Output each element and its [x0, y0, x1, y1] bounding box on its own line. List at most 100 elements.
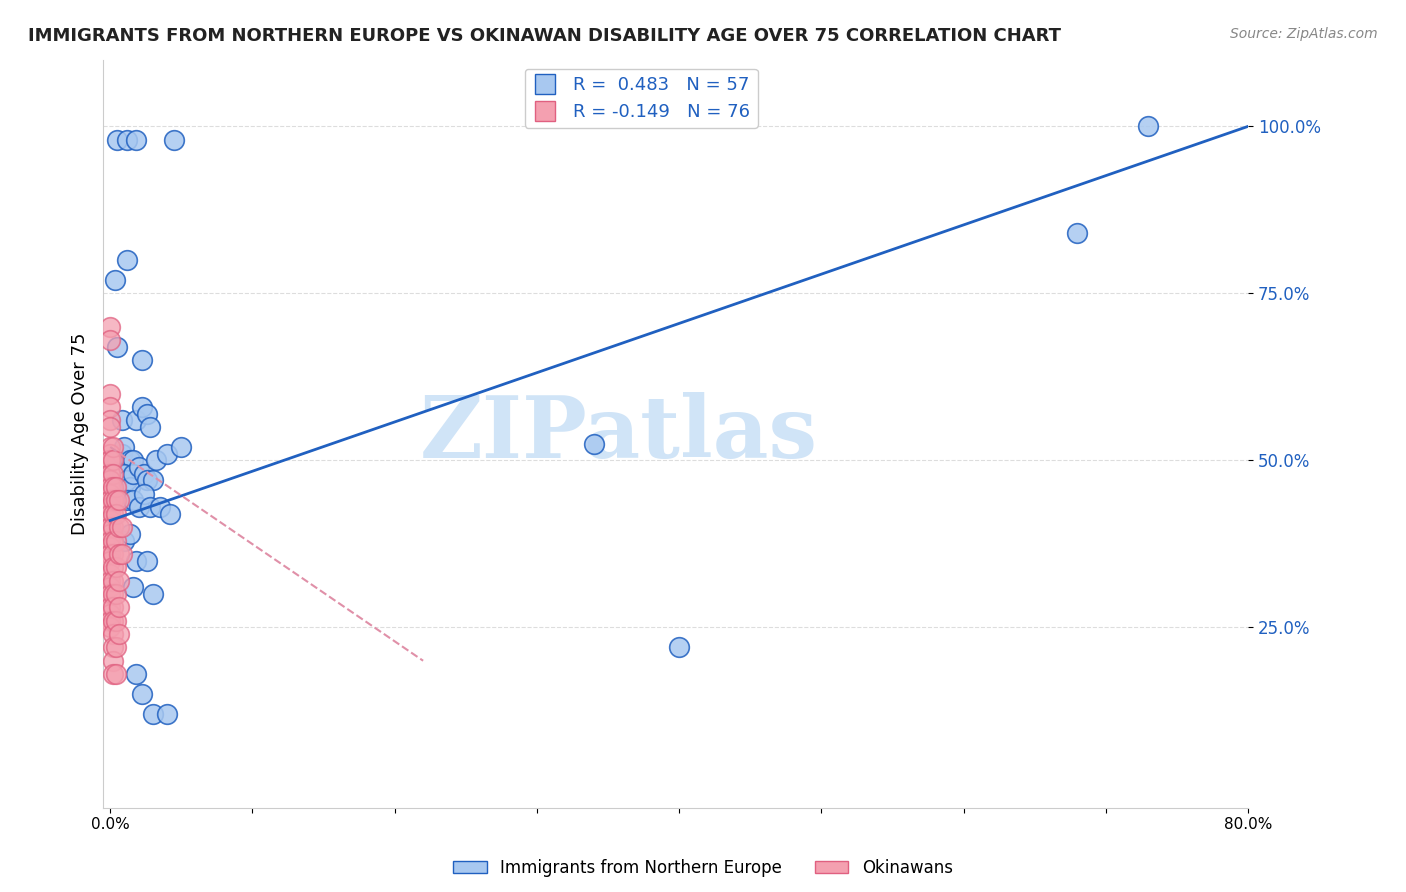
Point [131, 687, 153, 701]
Point [110, 467, 132, 481]
Point [98, 520, 121, 534]
Point [98, 467, 121, 481]
Point [110, 447, 132, 461]
Point [107, 547, 129, 561]
Point [114, 440, 136, 454]
Y-axis label: Disability Age Over 75: Disability Age Over 75 [72, 333, 89, 535]
Point [117, 493, 139, 508]
Point [104, 614, 127, 628]
Point [101, 480, 124, 494]
Point [101, 467, 124, 481]
Point [98, 574, 121, 588]
Point [117, 133, 139, 147]
Legend: Immigrants from Northern Europe, Okinawans: Immigrants from Northern Europe, Okinawa… [447, 853, 959, 884]
Point [98, 453, 121, 467]
Point [114, 533, 136, 548]
Point [101, 640, 124, 655]
Point [122, 453, 145, 467]
Point [170, 440, 193, 454]
Point [107, 574, 129, 588]
Point [98, 553, 121, 567]
Point [98, 540, 121, 554]
Point [142, 474, 165, 488]
Point [101, 533, 124, 548]
Point [98, 507, 121, 521]
Legend: R =  0.483   N = 57, R = -0.149   N = 76: R = 0.483 N = 57, R = -0.149 N = 76 [524, 69, 758, 128]
Point [105, 493, 128, 508]
Point [101, 587, 124, 601]
Point [1137, 120, 1160, 134]
Point [139, 420, 162, 434]
Point [98, 420, 121, 434]
Point [101, 440, 124, 454]
Point [117, 252, 139, 267]
Point [98, 447, 121, 461]
Point [98, 620, 121, 634]
Point [156, 707, 179, 722]
Point [136, 474, 159, 488]
Point [101, 520, 124, 534]
Point [107, 627, 129, 641]
Text: IMMIGRANTS FROM NORTHERN EUROPE VS OKINAWAN DISABILITY AGE OVER 75 CORRELATION C: IMMIGRANTS FROM NORTHERN EUROPE VS OKINA… [28, 27, 1062, 45]
Point [114, 467, 136, 481]
Point [104, 533, 127, 548]
Point [98, 453, 121, 467]
Point [107, 600, 129, 615]
Point [98, 386, 121, 401]
Point [142, 707, 165, 722]
Point [98, 607, 121, 621]
Point [142, 587, 165, 601]
Point [134, 487, 156, 501]
Point [136, 553, 159, 567]
Point [163, 133, 186, 147]
Point [98, 547, 121, 561]
Point [120, 480, 142, 494]
Point [110, 547, 132, 561]
Point [104, 587, 127, 601]
Point [110, 413, 132, 427]
Point [101, 493, 124, 508]
Point [98, 467, 121, 481]
Point [131, 400, 153, 414]
Point [107, 493, 129, 508]
Point [159, 507, 181, 521]
Point [98, 580, 121, 594]
Point [98, 526, 121, 541]
Point [105, 453, 128, 467]
Point [105, 340, 128, 354]
Point [101, 547, 124, 561]
Point [125, 553, 148, 567]
Point [107, 520, 129, 534]
Point [101, 600, 124, 615]
Point [98, 400, 121, 414]
Point [98, 520, 121, 534]
Point [104, 560, 127, 574]
Point [103, 273, 125, 287]
Point [98, 500, 121, 515]
Point [149, 500, 172, 515]
Point [98, 600, 121, 615]
Point [101, 560, 124, 574]
Point [125, 413, 148, 427]
Point [145, 453, 167, 467]
Point [110, 520, 132, 534]
Point [101, 654, 124, 668]
Point [101, 667, 124, 681]
Point [98, 487, 121, 501]
Point [98, 493, 121, 508]
Point [101, 507, 124, 521]
Point [98, 566, 121, 581]
Point [122, 467, 145, 481]
Point [104, 467, 127, 481]
Point [107, 467, 129, 481]
Point [668, 640, 690, 655]
Point [101, 614, 124, 628]
Text: Source: ZipAtlas.com: Source: ZipAtlas.com [1230, 27, 1378, 41]
Point [120, 453, 142, 467]
Point [98, 533, 121, 548]
Text: ZIPatlas: ZIPatlas [419, 392, 817, 475]
Point [122, 493, 145, 508]
Point [156, 447, 179, 461]
Point [104, 640, 127, 655]
Point [98, 500, 121, 515]
